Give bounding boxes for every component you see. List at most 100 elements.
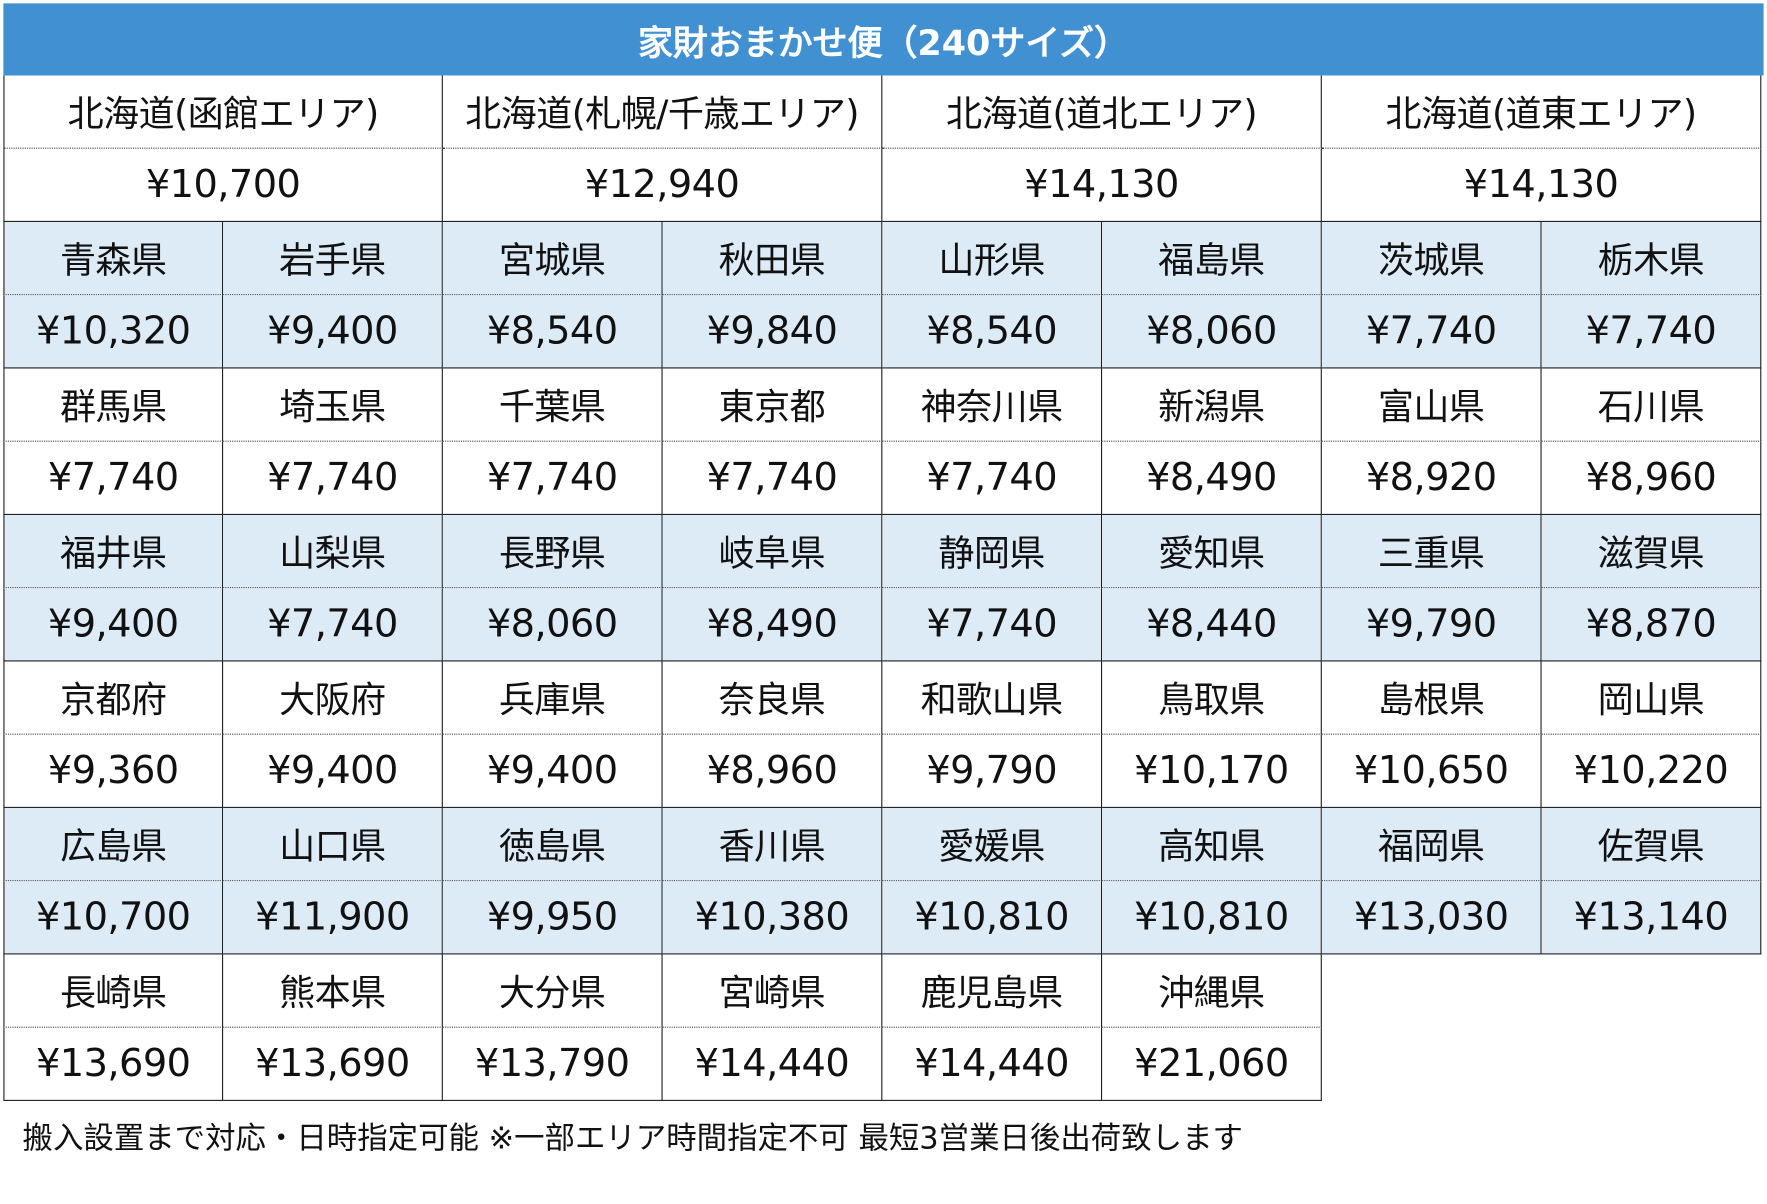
prefecture-price: ¥11,900 — [223, 881, 443, 955]
prefecture-price: ¥8,060 — [1102, 295, 1322, 369]
prefecture-price: ¥9,400 — [3, 588, 224, 662]
prefecture-price: ¥9,400 — [223, 734, 443, 808]
prefecture-price: ¥8,870 — [1541, 588, 1762, 662]
region-name: 北海道(函館エリア) — [3, 75, 443, 149]
region-price: ¥14,130 — [882, 148, 1322, 222]
prefecture-price: ¥10,650 — [1321, 734, 1542, 808]
region-name: 北海道(札幌/千歳エリア) — [442, 75, 883, 149]
region-price: ¥10,700 — [3, 148, 443, 222]
prefecture-name: 山梨県 — [223, 514, 443, 589]
prefecture-name: 石川県 — [1541, 368, 1762, 442]
prefecture-price: ¥13,140 — [1541, 881, 1762, 955]
prefecture-price: ¥8,540 — [882, 295, 1103, 369]
prefecture-name: 山口県 — [223, 807, 443, 882]
prefecture-price: ¥13,790 — [442, 1027, 663, 1101]
prefecture-name: 鳥取県 — [1102, 661, 1322, 735]
prefecture-price: ¥9,400 — [442, 734, 663, 808]
prefecture-name: 愛知県 — [1102, 514, 1322, 589]
prefecture-name: 熊本県 — [223, 954, 443, 1028]
prefecture-price: ¥13,690 — [223, 1027, 443, 1101]
prefecture-name: 栃木県 — [1541, 221, 1762, 296]
prefecture-name: 大阪府 — [223, 661, 443, 735]
prefecture-price: ¥7,740 — [3, 441, 224, 515]
prefecture-price: ¥8,060 — [442, 588, 663, 662]
prefecture-name: 愛媛県 — [882, 807, 1103, 882]
prefecture-price: ¥7,740 — [223, 441, 443, 515]
region-price: ¥14,130 — [1321, 148, 1762, 222]
prefecture-name: 福岡県 — [1321, 807, 1542, 882]
prefecture-price: ¥8,490 — [662, 588, 883, 662]
prefecture-price: ¥21,060 — [1102, 1027, 1322, 1101]
prefecture-price: ¥10,170 — [1102, 734, 1322, 808]
footer-note: 搬入設置まで対応・日時指定可能 ※一部エリア時間指定不可 最短3営業日後出荷致し… — [22, 1121, 1243, 1157]
prefecture-name: 千葉県 — [442, 368, 663, 442]
prefecture-price: ¥7,740 — [442, 441, 663, 515]
prefecture-price: ¥9,790 — [1321, 588, 1542, 662]
prefecture-name: 沖縄県 — [1102, 954, 1322, 1028]
prefecture-name: 香川県 — [662, 807, 883, 882]
prefecture-name: 長野県 — [442, 514, 663, 589]
prefecture-name: 新潟県 — [1102, 368, 1322, 442]
prefecture-name: 茨城県 — [1321, 221, 1542, 296]
prefecture-price: ¥9,360 — [3, 734, 224, 808]
prefecture-price: ¥9,840 — [662, 295, 883, 369]
prefecture-price: ¥9,950 — [442, 881, 663, 955]
prefecture-name: 三重県 — [1321, 514, 1542, 589]
prefecture-price: ¥10,700 — [3, 881, 224, 955]
prefecture-price: ¥7,740 — [662, 441, 883, 515]
prefecture-name: 埼玉県 — [223, 368, 443, 442]
prefecture-name: 群馬県 — [3, 368, 224, 442]
prefecture-name: 山形県 — [882, 221, 1103, 296]
prefecture-price: ¥10,220 — [1541, 734, 1762, 808]
prefecture-name: 大分県 — [442, 954, 663, 1028]
prefecture-price: ¥14,440 — [662, 1027, 883, 1101]
prefecture-name: 兵庫県 — [442, 661, 663, 735]
prefecture-price: ¥8,540 — [442, 295, 663, 369]
prefecture-price: ¥7,740 — [223, 588, 443, 662]
prefecture-price: ¥10,320 — [3, 295, 224, 369]
prefecture-price: ¥13,030 — [1321, 881, 1542, 955]
prefecture-price: ¥8,490 — [1102, 441, 1322, 515]
region-price: ¥12,940 — [442, 148, 883, 222]
prefecture-price: ¥7,740 — [882, 441, 1103, 515]
prefecture-name: 宮崎県 — [662, 954, 883, 1028]
prefecture-name: 佐賀県 — [1541, 807, 1762, 882]
prefecture-price: ¥10,380 — [662, 881, 883, 955]
prefecture-price: ¥8,440 — [1102, 588, 1322, 662]
prefecture-price: ¥10,810 — [1102, 881, 1322, 955]
prefecture-price: ¥10,810 — [882, 881, 1103, 955]
prefecture-price: ¥9,400 — [223, 295, 443, 369]
prefecture-name: 富山県 — [1321, 368, 1542, 442]
prefecture-price: ¥8,960 — [662, 734, 883, 808]
prefecture-price: ¥9,790 — [882, 734, 1103, 808]
prefecture-name: 神奈川県 — [882, 368, 1103, 442]
prefecture-name: 和歌山県 — [882, 661, 1103, 735]
prefecture-name: 岡山県 — [1541, 661, 1762, 735]
prefecture-price: ¥7,740 — [1541, 295, 1762, 369]
prefecture-name: 宮城県 — [442, 221, 663, 296]
prefecture-name: 島根県 — [1321, 661, 1542, 735]
prefecture-price: ¥8,920 — [1321, 441, 1542, 515]
prefecture-name: 東京都 — [662, 368, 883, 442]
prefecture-name: 岩手県 — [223, 221, 443, 296]
prefecture-price: ¥7,740 — [882, 588, 1103, 662]
prefecture-name: 青森県 — [3, 221, 224, 296]
prefecture-name: 高知県 — [1102, 807, 1322, 882]
prefecture-price: ¥8,960 — [1541, 441, 1762, 515]
prefecture-price: ¥13,690 — [3, 1027, 224, 1101]
prefecture-name: 徳島県 — [442, 807, 663, 882]
prefecture-name: 広島県 — [3, 807, 224, 882]
table-title: 家財おまかせ便（240サイズ） — [3, 3, 1764, 76]
prefecture-price: ¥7,740 — [1321, 295, 1542, 369]
prefecture-name: 秋田県 — [662, 221, 883, 296]
region-name: 北海道(道北エリア) — [882, 75, 1322, 149]
region-name: 北海道(道東エリア) — [1321, 75, 1762, 149]
prefecture-price: ¥14,440 — [882, 1027, 1103, 1101]
prefecture-name: 静岡県 — [882, 514, 1103, 589]
prefecture-name: 鹿児島県 — [882, 954, 1103, 1028]
prefecture-name: 福島県 — [1102, 221, 1322, 296]
prefecture-name: 福井県 — [3, 514, 224, 589]
prefecture-name: 滋賀県 — [1541, 514, 1762, 589]
prefecture-name: 岐阜県 — [662, 514, 883, 589]
prefecture-name: 京都府 — [3, 661, 224, 735]
